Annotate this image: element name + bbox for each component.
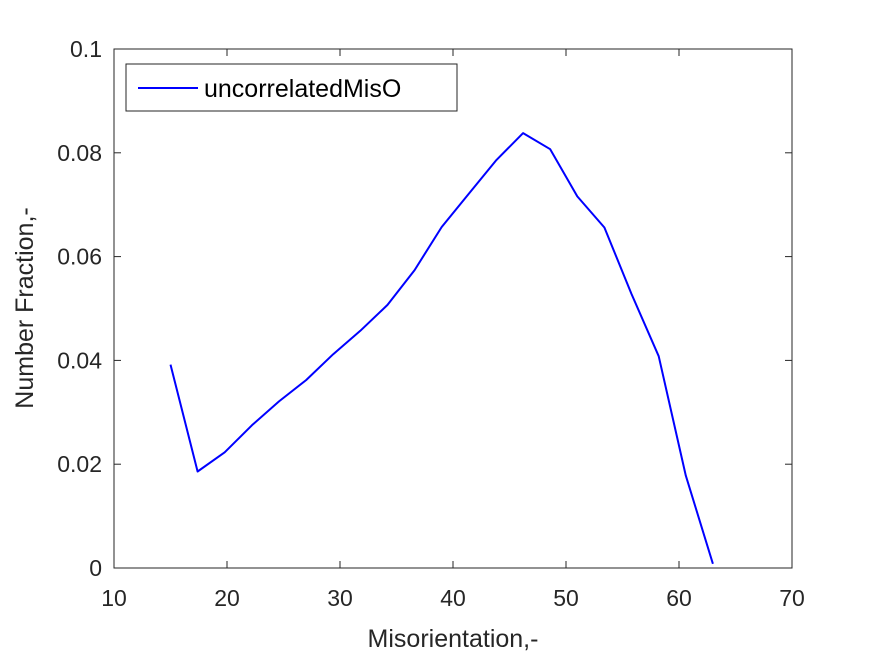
y-tick-label: 0.06 xyxy=(57,244,102,270)
y-tick-label: 0.04 xyxy=(57,347,102,373)
x-axis-tick-labels: 10 20 30 40 50 60 70 xyxy=(101,585,805,611)
legend-entry-label: uncorrelatedMisO xyxy=(204,75,401,103)
y-axis-label: Number Fraction,- xyxy=(11,207,39,408)
plot-area xyxy=(113,48,793,569)
x-tick-label: 70 xyxy=(779,585,805,611)
axis-ticks xyxy=(113,48,793,569)
legend: uncorrelatedMisO xyxy=(125,63,458,112)
x-tick-label: 60 xyxy=(666,585,692,611)
x-tick-label: 50 xyxy=(553,585,579,611)
y-axis-tick-labels: 0 0.02 0.04 0.06 0.08 0.1 xyxy=(57,36,102,581)
x-tick-label: 40 xyxy=(440,585,466,611)
x-tick-label: 20 xyxy=(214,585,240,611)
y-tick-label: 0.02 xyxy=(57,451,102,477)
x-tick-label: 30 xyxy=(327,585,353,611)
series-line xyxy=(169,132,714,565)
series-layer xyxy=(169,132,714,565)
y-tick-label: 0.1 xyxy=(70,36,102,62)
y-tick-label: 0.08 xyxy=(57,140,102,166)
x-axis-label: Misorientation,- xyxy=(368,625,539,653)
x-tick-label: 10 xyxy=(101,585,127,611)
y-tick-label: 0 xyxy=(89,555,102,581)
